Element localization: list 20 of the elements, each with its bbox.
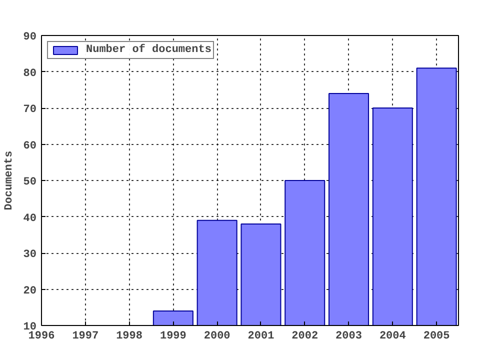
- y-axis-title: Documents: [3, 150, 16, 210]
- legend-label: Number of documents: [86, 44, 212, 56]
- y-tick-label: 90: [23, 32, 36, 44]
- x-tick-label: 2003: [336, 330, 362, 342]
- x-tick-label: 1998: [116, 330, 143, 342]
- x-tick-label: 1996: [28, 330, 55, 342]
- y-tick-label: 30: [23, 249, 36, 261]
- y-tick-label: 40: [23, 212, 36, 225]
- y-tick-label: 70: [23, 104, 36, 116]
- y-tick-label: 80: [23, 68, 36, 80]
- x-tick-label: 1997: [72, 330, 99, 342]
- y-tick-label: 60: [23, 140, 36, 152]
- y-tick-label: 20: [23, 285, 36, 298]
- x-tick-label: 2004: [379, 330, 406, 342]
- x-tick-label: 2002: [292, 330, 318, 342]
- x-tick-label: 2001: [248, 330, 275, 342]
- x-tick-label: 2005: [423, 330, 450, 342]
- x-tick-label: 2000: [204, 330, 230, 342]
- x-tick-label: 1999: [160, 330, 186, 342]
- y-tick-label: 50: [23, 176, 36, 188]
